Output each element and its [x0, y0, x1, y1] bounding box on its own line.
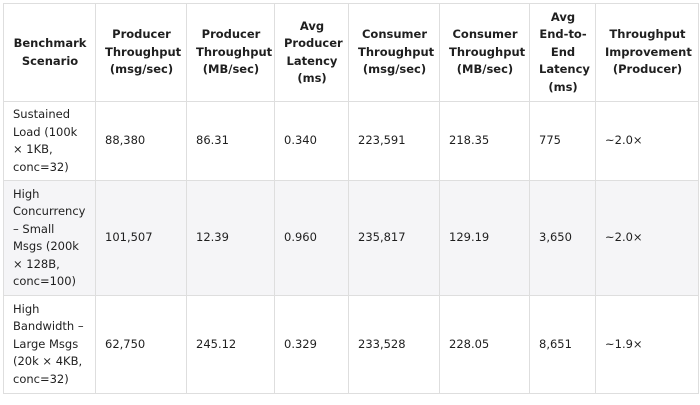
scenario-cell: Sustained Load (100k × 1KB, conc=32)	[3, 101, 96, 181]
consumer-msg-cell: 235,817	[348, 180, 440, 296]
header-consumer-throughput-mb: Consumer Throughput (MB/sec)	[439, 3, 530, 102]
consumer-mb-cell: 228.05	[439, 295, 530, 394]
producer-msg-cell: 101,507	[95, 180, 187, 296]
table-row: Sustained Load (100k × 1KB, conc=32) 88,…	[3, 101, 699, 181]
header-row: Benchmark Scenario Producer Throughput (…	[3, 3, 699, 102]
scenario-cell: High Bandwidth – Large Msgs (20k × 4KB, …	[3, 295, 96, 394]
header-throughput-improvement: Throughput Improvement (Producer)	[595, 3, 699, 102]
producer-mb-cell: 86.31	[186, 101, 275, 181]
improvement-cell: ~2.0×	[595, 180, 699, 296]
consumer-msg-cell: 233,528	[348, 295, 440, 394]
table-row: High Bandwidth – Large Msgs (20k × 4KB, …	[3, 295, 699, 394]
improvement-cell: ~1.9×	[595, 295, 699, 394]
producer-latency-cell: 0.960	[274, 180, 349, 296]
scenario-cell: High Concurrency – Small Msgs (200k × 12…	[3, 180, 96, 296]
producer-latency-cell: 0.340	[274, 101, 349, 181]
header-producer-throughput-mb: Producer Throughput (MB/sec)	[186, 3, 275, 102]
header-producer-throughput-msg: Producer Throughput (msg/sec)	[95, 3, 187, 102]
producer-mb-cell: 12.39	[186, 180, 275, 296]
benchmark-table: Benchmark Scenario Producer Throughput (…	[3, 3, 699, 394]
table-row: High Concurrency – Small Msgs (200k × 12…	[3, 180, 699, 296]
improvement-cell: ~2.0×	[595, 101, 699, 181]
e2e-latency-cell: 775	[529, 101, 596, 181]
consumer-msg-cell: 223,591	[348, 101, 440, 181]
producer-msg-cell: 88,380	[95, 101, 187, 181]
header-avg-producer-latency: Avg Producer Latency (ms)	[274, 3, 349, 102]
header-consumer-throughput-msg: Consumer Throughput (msg/sec)	[348, 3, 440, 102]
header-benchmark-scenario: Benchmark Scenario	[3, 3, 96, 102]
e2e-latency-cell: 8,651	[529, 295, 596, 394]
consumer-mb-cell: 129.19	[439, 180, 530, 296]
header-avg-e2e-latency: Avg End-to-End Latency (ms)	[529, 3, 596, 102]
producer-msg-cell: 62,750	[95, 295, 187, 394]
consumer-mb-cell: 218.35	[439, 101, 530, 181]
producer-latency-cell: 0.329	[274, 295, 349, 394]
e2e-latency-cell: 3,650	[529, 180, 596, 296]
producer-mb-cell: 245.12	[186, 295, 275, 394]
